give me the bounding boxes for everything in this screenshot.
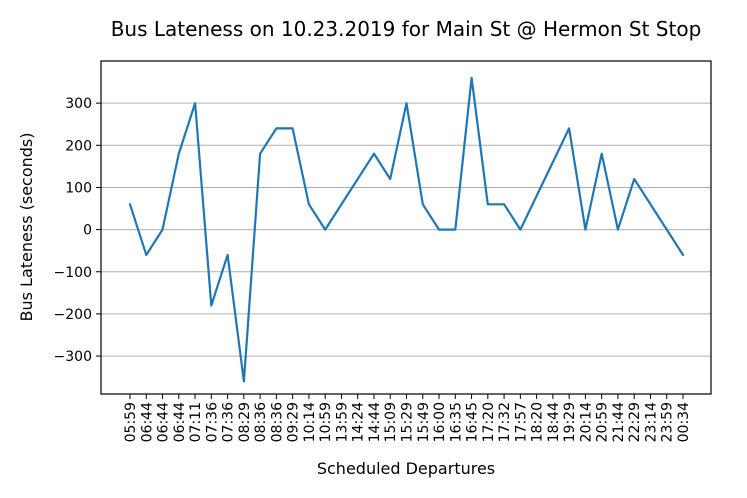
x-tick-label: 06:44 (172, 402, 188, 442)
x-tick-label: 08:36 (253, 402, 269, 442)
x-tick-label: 05:59 (123, 402, 139, 442)
x-tick-label: 21:44 (611, 402, 627, 442)
y-tick-label: 100 (65, 180, 92, 196)
x-tick-label: 18:20 (530, 402, 546, 442)
x-tick-label: 14:44 (367, 402, 383, 442)
x-tick-label: 16:00 (432, 402, 448, 442)
x-axis-label: Scheduled Departures (317, 459, 495, 478)
x-tick-label: 13:59 (334, 402, 350, 442)
x-tick-label: 07:36 (204, 402, 220, 442)
x-tick-label: 15:09 (383, 402, 399, 442)
x-tick-label: 23:59 (660, 402, 676, 442)
y-tick-label: −300 (54, 349, 92, 365)
x-tick-label: 17:20 (481, 402, 497, 442)
x-tick-label: 00:34 (676, 402, 692, 442)
y-tick-label: 0 (83, 223, 92, 239)
series-lateness (128, 76, 685, 383)
x-tick-label: 14:24 (351, 402, 367, 442)
y-tick-label: −100 (54, 265, 92, 281)
x-tick-label: 18:44 (546, 402, 562, 442)
x-tick-label: 20:59 (595, 402, 611, 442)
x-tick-label: 23:14 (643, 402, 659, 442)
x-tick-label: 20:14 (578, 402, 594, 442)
x-tick-label: 07:36 (221, 402, 237, 442)
x-tick-label: 16:35 (448, 402, 464, 442)
x-tick-label: 06:44 (139, 402, 155, 442)
series-line (128, 76, 685, 383)
x-tick-label: 15:29 (400, 402, 416, 442)
x-axis-ticks: 05:59 06:44 06:44 06:44 07:11 07:36 07:36 08:29… (123, 394, 692, 442)
x-tick-label: 16:45 (465, 402, 481, 442)
chart-title: Bus Lateness on 10.23.2019 for Main St @… (111, 17, 702, 41)
x-tick-label: 17:32 (497, 402, 513, 442)
x-tick-label: 07:11 (188, 402, 204, 442)
y-axis-label: Bus Lateness (seconds) (17, 133, 36, 322)
x-tick-label: 17:57 (513, 402, 529, 442)
x-tick-label: 08:36 (269, 402, 285, 442)
x-tick-label: 06:44 (156, 402, 172, 442)
x-tick-label: 10:59 (318, 402, 334, 442)
y-tick-label: 200 (65, 138, 92, 154)
plot-frame (100, 60, 712, 395)
y-tick-label: 300 (65, 96, 92, 112)
x-tick-label: 19:29 (562, 402, 578, 442)
x-tick-label: 15:49 (416, 402, 432, 442)
y-tick-label: −200 (54, 307, 92, 323)
x-tick-label: 08:29 (237, 402, 253, 442)
x-tick-label: 22:29 (627, 402, 643, 442)
grid-lines (101, 102, 711, 357)
y-axis-ticks: −300 −200 −100 0 100 200 300 (54, 96, 101, 365)
x-tick-label: 09:29 (286, 402, 302, 442)
x-tick-label: 10:14 (302, 402, 318, 442)
